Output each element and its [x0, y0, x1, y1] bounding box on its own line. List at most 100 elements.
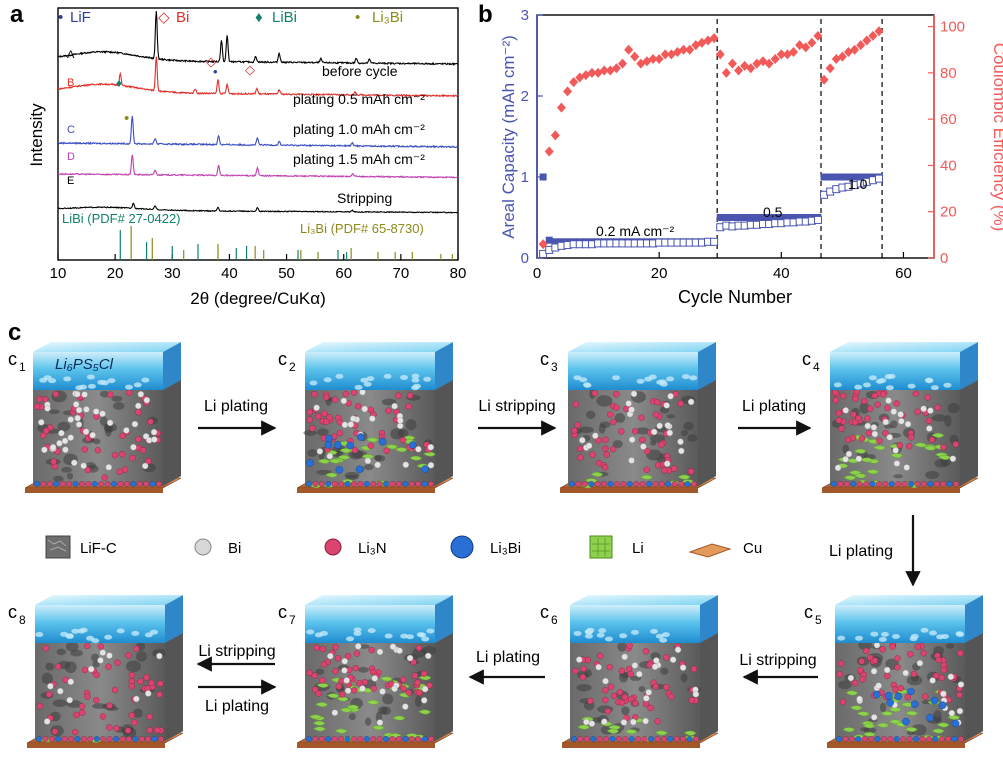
arrow-label-c2-c3: Li stripping [478, 398, 555, 415]
block-label-sub-c7: 7 [289, 613, 296, 627]
panel-a-xlabel: 2θ (degree/CuKα) [190, 289, 326, 308]
legend-libi-symbol: ♦ [255, 9, 263, 26]
arrow-label-c6-c7: Li plating [476, 649, 540, 666]
xrd-curve-D [57, 154, 459, 179]
b-y2-tick-label-80: 80 [940, 65, 957, 82]
panel-c-schematics: c 1 c 2 c 3 c 4c 5c 6c 7c 8 [8, 342, 984, 748]
curve-letter-c: C [67, 124, 75, 136]
charge-point [826, 173, 834, 181]
ce-point [544, 146, 554, 157]
electrolyte-label: Li₆PS₅Cl [55, 356, 114, 373]
legend-text-li: Li [632, 540, 644, 557]
b-y2-tick-label-60: 60 [940, 111, 957, 128]
legend-text-li3n: Li₃N [358, 540, 387, 557]
panel-b-frame [536, 14, 935, 259]
charge-point [838, 173, 846, 181]
charge-point [851, 173, 859, 181]
ce-point [654, 53, 664, 64]
charge-point [722, 214, 730, 221]
block-label-c8: c [8, 602, 17, 622]
arrow-label-c1-c2: Li plating [204, 398, 268, 415]
arrow-label-c4-c5: Li plating [829, 543, 893, 560]
legend-text-cu: Cu [743, 540, 762, 557]
block-label-c5: c [804, 602, 813, 622]
ce-point [868, 30, 878, 41]
charge-point [741, 214, 749, 221]
charge-point [759, 214, 767, 221]
ce-point [862, 35, 872, 46]
ce-point [789, 47, 799, 58]
block-label-sub-c8: 8 [19, 613, 26, 627]
panel-a-curve-labels: before cycle plating 0.5 mAh cm⁻² platin… [293, 63, 425, 206]
ce-point [721, 67, 731, 78]
curve-label-d: plating 1.5 mAh cm⁻² [293, 151, 425, 167]
panel-a-label: a [10, 1, 24, 28]
ce-point [837, 51, 847, 62]
ce-point [660, 49, 670, 60]
annotation-rate-1.0: 1.0 [848, 176, 868, 192]
ce-point [599, 65, 609, 76]
curve-letter-e: E [67, 175, 74, 187]
curve-label-a: before cycle [322, 63, 398, 79]
discharge-point [875, 174, 884, 183]
ce-point [556, 102, 566, 113]
legend-li3bi-text: Li₃Bi [372, 9, 403, 26]
ce-point [587, 67, 597, 78]
block-label-sub-c2: 2 [289, 360, 296, 374]
panel-a-x-ticks: 10 20 30 40 50 60 70 80 [50, 254, 467, 282]
b-y2-tick-label-40: 40 [940, 157, 957, 174]
marker-lif-A: • [213, 64, 218, 79]
legend-lif-symbol: • [58, 9, 63, 26]
x-tick-label-80: 80 [450, 265, 467, 282]
legend-text-li3bi: Li₃Bi [490, 540, 521, 557]
charge-point [716, 214, 724, 221]
x-tick-label-40: 40 [221, 265, 238, 282]
b-x-tick-label-40: 40 [773, 265, 790, 282]
lif-c-cube-icon [45, 535, 71, 559]
block-label-sub-c1: 1 [19, 360, 26, 374]
panel-a-peak-markers: ♦ ◇ • ◇ • [116, 54, 255, 127]
panel-a-ylabel: Intensity [27, 103, 46, 167]
li-cube-icon [589, 535, 613, 559]
ce-point [825, 63, 835, 74]
charge-point [857, 173, 865, 181]
panel-a-curves [57, 10, 459, 214]
charge-point [832, 173, 840, 181]
ce-point [770, 53, 780, 64]
charge-point [783, 214, 791, 221]
panel-c-arrows: Li plating Li stripping Li plating Li pl… [196, 398, 921, 715]
charge-point [753, 214, 761, 221]
legend-libi-text: LiBi [272, 9, 297, 26]
charge-point [777, 214, 785, 221]
xrd-curve-C [57, 115, 459, 149]
block-label-c6: c [540, 602, 549, 622]
charge-point [844, 173, 852, 181]
curve-label-c: plating 1.0 mAh cm⁻² [293, 121, 425, 137]
x-tick-label-30: 30 [164, 265, 181, 282]
ce-point [538, 239, 548, 250]
legend-bi-symbol: ◇ [158, 9, 170, 26]
b-x-tick-label-60: 60 [895, 265, 912, 282]
ce-point [727, 58, 737, 69]
ce-point [850, 44, 860, 55]
curve-letter-b: B [67, 77, 74, 89]
ce-point [746, 63, 756, 74]
marker-bi-A2: ◇ [245, 62, 255, 77]
legend-lif-text: LiF [70, 9, 91, 26]
ce-point [856, 40, 866, 51]
charge-point [728, 214, 736, 221]
charge-point [747, 214, 755, 221]
legend-bi-text: Bi [176, 9, 189, 26]
panel-b-label: b [478, 1, 493, 28]
block-label-c2: c [278, 349, 287, 369]
annotation-rate-0.2: 0.2 mA cm⁻² [596, 223, 675, 239]
ce-point [550, 130, 560, 141]
bi-sphere-icon [194, 538, 212, 556]
ce-point [679, 44, 689, 55]
